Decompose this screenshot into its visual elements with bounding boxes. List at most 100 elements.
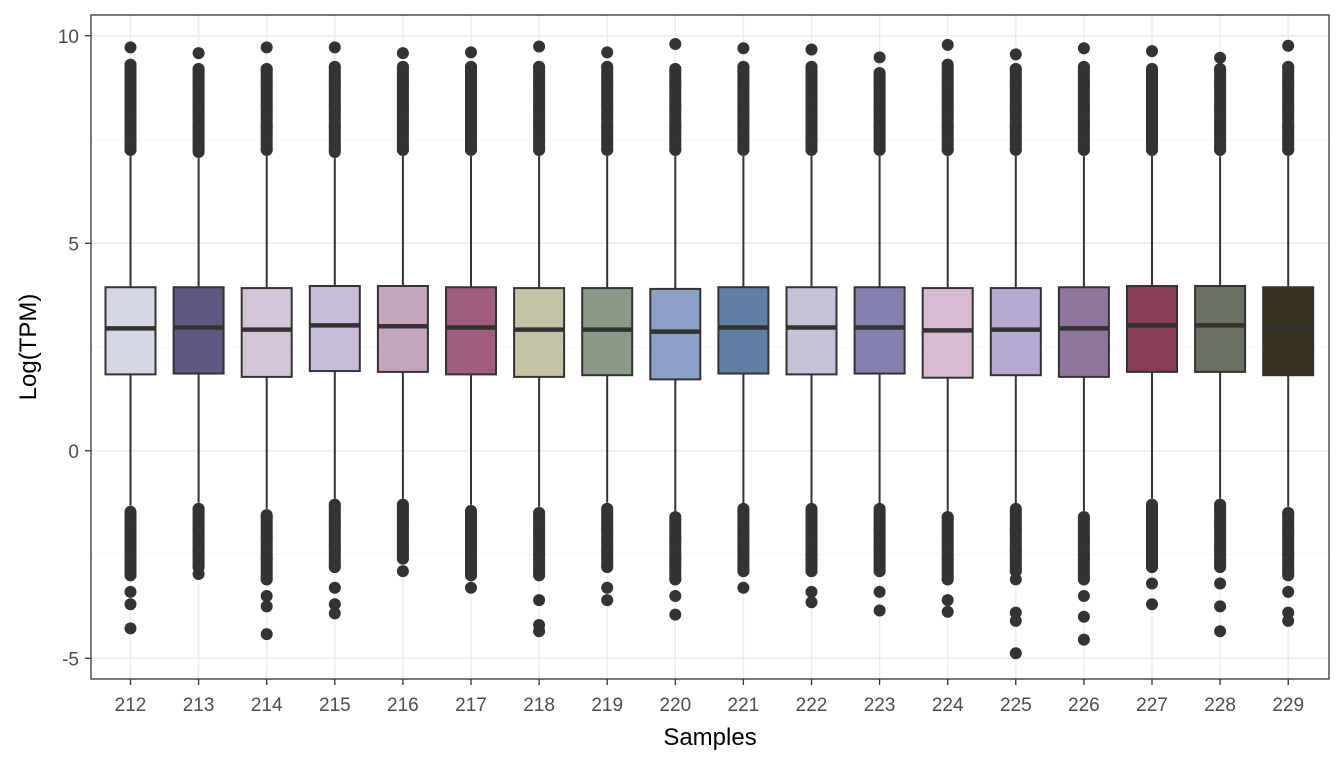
y-tick-label: 5 <box>68 234 79 255</box>
outlier-point <box>601 121 614 134</box>
outlier-point <box>1009 48 1022 61</box>
outlier-point <box>737 100 750 113</box>
outlier-point <box>805 60 818 73</box>
outlier-point <box>805 596 818 609</box>
outlier-point <box>124 41 137 54</box>
outlier-point <box>1282 507 1295 519</box>
y-tick-label: -5 <box>62 649 79 670</box>
outlier-point <box>737 79 750 92</box>
outlier-point <box>328 498 341 511</box>
outlier-point <box>1009 573 1022 586</box>
outlier-point <box>737 143 750 156</box>
outlier-point <box>1282 527 1295 540</box>
outlier-point <box>124 507 137 519</box>
outlier-point <box>1214 498 1227 511</box>
outlier-point <box>1214 51 1227 64</box>
box-body <box>1262 286 1315 377</box>
outlier-point <box>533 548 546 561</box>
outlier-point <box>669 511 682 524</box>
outlier-point <box>1077 633 1090 646</box>
outlier-point <box>465 527 477 540</box>
outlier-point <box>328 607 341 620</box>
outlier-point <box>1009 606 1022 619</box>
box-series <box>104 38 1315 660</box>
outlier-point <box>941 38 954 51</box>
outlier-point <box>1009 614 1022 627</box>
outlier-point <box>1077 511 1090 524</box>
outlier-point <box>533 625 546 638</box>
outlier-point <box>737 121 750 134</box>
outlier-point <box>533 121 546 134</box>
x-tick-label: 221 <box>728 695 760 716</box>
outlier-point <box>533 569 546 582</box>
outlier-point <box>1009 565 1022 578</box>
outlier-point <box>1214 600 1227 613</box>
outlier-point <box>260 531 273 544</box>
outlier-point <box>601 79 614 92</box>
outlier-point <box>124 527 137 540</box>
outlier-point <box>873 544 886 557</box>
x-tick-label: 216 <box>387 695 419 716</box>
outlier-point <box>124 79 137 92</box>
outlier-point <box>1214 62 1227 75</box>
box-213 <box>172 47 225 581</box>
outlier-point <box>941 605 954 618</box>
outlier-point <box>533 594 546 607</box>
outlier-point <box>260 552 273 565</box>
x-tick-label: 215 <box>319 695 351 716</box>
outlier-point <box>805 43 818 56</box>
outlier-point <box>805 544 818 557</box>
box-body <box>717 286 770 375</box>
box-216 <box>376 47 429 578</box>
panel-border <box>90 14 1330 680</box>
outlier-point <box>1146 560 1158 573</box>
outlier-point <box>328 41 341 54</box>
outlier-point <box>873 502 886 515</box>
outlier-point <box>1146 540 1158 553</box>
outlier-point <box>601 594 614 607</box>
outlier-point <box>260 100 273 113</box>
outlier-point <box>873 67 886 80</box>
box-body <box>308 284 361 373</box>
x-tick-label: 213 <box>183 695 215 716</box>
outlier-point <box>465 100 477 113</box>
outlier-point <box>873 565 886 578</box>
outlier-point <box>328 79 341 92</box>
outlier-point <box>737 581 750 594</box>
outlier-point <box>601 100 614 113</box>
outlier-point <box>1214 79 1227 92</box>
outlier-point <box>601 60 614 73</box>
box-212 <box>104 41 157 635</box>
outlier-point <box>328 540 341 553</box>
outlier-point <box>941 511 954 524</box>
outlier-point <box>1214 100 1227 113</box>
outlier-point <box>1009 544 1022 557</box>
outlier-point <box>873 121 886 134</box>
outlier-point <box>601 544 614 557</box>
outlier-point <box>396 540 409 553</box>
outlier-point <box>1077 573 1090 586</box>
outlier-point <box>1077 121 1090 134</box>
outlier-point <box>1009 647 1022 660</box>
outlier-point <box>1077 100 1090 113</box>
outlier-point <box>396 79 409 92</box>
outlier-point <box>1282 60 1295 73</box>
box-228 <box>1194 51 1247 638</box>
outlier-point <box>1077 143 1090 156</box>
outlier-point <box>669 143 682 156</box>
outlier-point <box>533 507 546 519</box>
outlier-point <box>124 622 137 635</box>
outlier-point <box>465 507 477 519</box>
outlier-point <box>1009 523 1022 536</box>
box-body <box>785 286 838 376</box>
outlier-point <box>873 585 886 598</box>
outlier-point <box>1146 62 1158 75</box>
x-tick-label: 229 <box>1272 695 1304 716</box>
outlier-point <box>737 523 750 536</box>
outlier-point <box>601 581 614 594</box>
outlier-point <box>260 511 273 524</box>
box-body <box>921 287 974 379</box>
box-body <box>240 287 293 378</box>
outlier-point <box>873 143 886 156</box>
outlier-point <box>873 51 886 64</box>
